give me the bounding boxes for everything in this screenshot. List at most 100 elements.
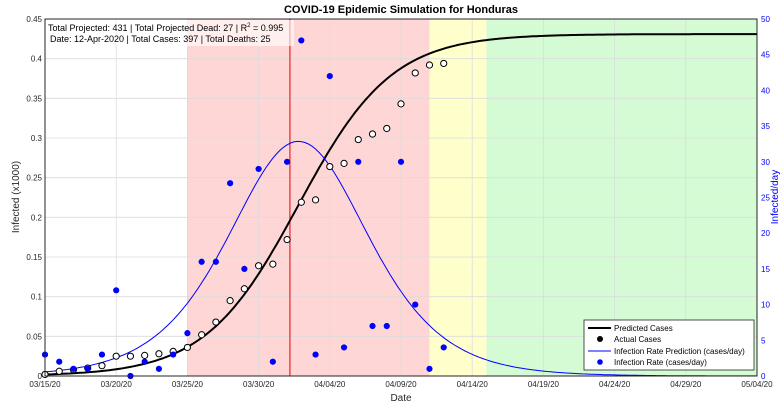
rate-point	[283, 158, 291, 165]
case-point	[155, 350, 163, 358]
y-right-tick-label: 35	[761, 122, 770, 131]
y-right-tick-label: 15	[761, 265, 770, 274]
case-point	[98, 362, 106, 370]
y-left-tick-label: 0.25	[26, 174, 42, 183]
case-point	[397, 100, 405, 108]
x-tick-label: 03/20/20	[101, 380, 133, 389]
legend-label-rate-prediction: Infection Rate Prediction (cases/day)	[614, 347, 745, 356]
y-right-tick-label: 10	[761, 301, 770, 310]
phase-band-0	[187, 19, 430, 376]
rate-point	[412, 301, 419, 308]
x-tick-label: 03/30/20	[243, 380, 275, 389]
y-left-tick-label: 0.45	[26, 15, 42, 24]
y-left-tick-label: 0.2	[31, 213, 43, 222]
x-tick-label: 04/24/20	[599, 380, 631, 389]
y-left-tick-label: 0.3	[31, 134, 43, 143]
rate-point	[227, 180, 234, 187]
case-point	[55, 367, 63, 375]
rate-point	[141, 358, 148, 365]
rate-point	[184, 330, 191, 337]
rate-point	[98, 351, 106, 358]
annotation-line-2: Date: 12-Apr-2020 | Total Cases: 397 | T…	[50, 34, 270, 44]
legend-swatch-rate	[597, 359, 603, 365]
rate-point	[298, 37, 305, 44]
phase-band-1	[429, 19, 487, 376]
case-point	[354, 135, 362, 144]
rate-point	[355, 158, 362, 165]
x-tick-label: 05/04/20	[741, 380, 773, 389]
y-right-axis-label: Infected/day	[770, 170, 781, 224]
rate-point	[212, 258, 219, 265]
case-point	[311, 196, 320, 204]
x-tick-label: 04/19/20	[528, 380, 560, 389]
series-points	[41, 37, 448, 380]
case-point	[383, 124, 391, 133]
rate-point	[198, 258, 205, 265]
x-tick-label: 04/14/20	[457, 380, 489, 389]
legend-label-predicted-cases: Predicted Cases	[614, 324, 673, 333]
y-right-tick-label: 5	[761, 336, 766, 345]
case-point	[340, 159, 348, 167]
case-point	[183, 343, 191, 352]
x-tick-label: 04/04/20	[314, 380, 346, 389]
series-lines	[44, 33, 757, 377]
case-point	[283, 235, 291, 244]
case-point	[226, 297, 234, 305]
y-right-tick-labels: 0 5 10 15 20 25 30 35 40 45 50	[761, 15, 770, 381]
case-point	[368, 130, 377, 138]
case-point	[112, 352, 120, 360]
rate-point	[340, 344, 348, 351]
y-left-axis-label: Infected (x1000)	[11, 161, 22, 233]
rate-point	[312, 351, 319, 358]
y-right-tick-label: 30	[761, 158, 770, 167]
series-line-2	[44, 140, 757, 377]
x-tick-label: 03/15/20	[29, 380, 61, 389]
rate-point	[383, 322, 390, 330]
y-left-tick-label: 0.1	[31, 293, 43, 302]
y-right-tick-label: 20	[761, 229, 770, 238]
series-line-0	[44, 33, 757, 376]
case-point	[198, 331, 206, 339]
chart-title: COVID-19 Epidemic Simulation for Hondura…	[284, 4, 518, 16]
rate-point	[255, 165, 262, 173]
phase-bands	[187, 19, 757, 376]
rate-point	[426, 365, 433, 372]
rate-point	[84, 365, 91, 372]
annotation-box	[46, 20, 294, 46]
case-point	[269, 260, 277, 268]
y-right-tick-label: 50	[761, 15, 770, 24]
y-left-tick-label: 0	[38, 372, 43, 381]
annotation-line-1: Total Projected: 431 | Total Projected D…	[48, 23, 283, 33]
legend: Predicted Cases Actual Cases Infection R…	[583, 319, 755, 371]
plot-frame	[44, 18, 758, 377]
case-point	[440, 59, 448, 68]
case-point	[212, 318, 220, 326]
rate-point	[269, 358, 276, 365]
case-point	[126, 352, 135, 360]
y-right-tick-label: 0	[761, 372, 766, 381]
x-tick-label: 03/25/20	[172, 380, 204, 389]
rate-point	[170, 351, 177, 358]
x-axis-label: Date	[390, 393, 412, 404]
y-left-tick-label: 0.4	[31, 55, 43, 64]
rate-point	[113, 287, 120, 294]
rate-point	[326, 73, 333, 80]
case-point	[240, 285, 248, 293]
case-point	[411, 69, 419, 77]
y-left-tick-label: 0.15	[26, 253, 42, 262]
rate-point	[241, 265, 248, 272]
x-tick-label: 04/29/20	[670, 380, 702, 389]
y-right-tick-label: 45	[761, 51, 770, 60]
legend-label-rate: Infection Rate (cases/day)	[614, 358, 707, 367]
rate-point	[70, 365, 77, 372]
case-point	[255, 262, 263, 270]
case-point	[141, 351, 149, 359]
y-right-tick-label: 40	[761, 86, 770, 95]
case-point	[297, 198, 305, 206]
legend-label-actual-cases: Actual Cases	[614, 335, 661, 344]
rate-point	[56, 358, 63, 365]
rate-point	[397, 158, 405, 165]
x-tick-label: 04/09/20	[385, 380, 417, 389]
x-tick-labels: 03/15/20 03/20/20 03/25/20 03/30/20 04/04/20…	[29, 380, 773, 389]
